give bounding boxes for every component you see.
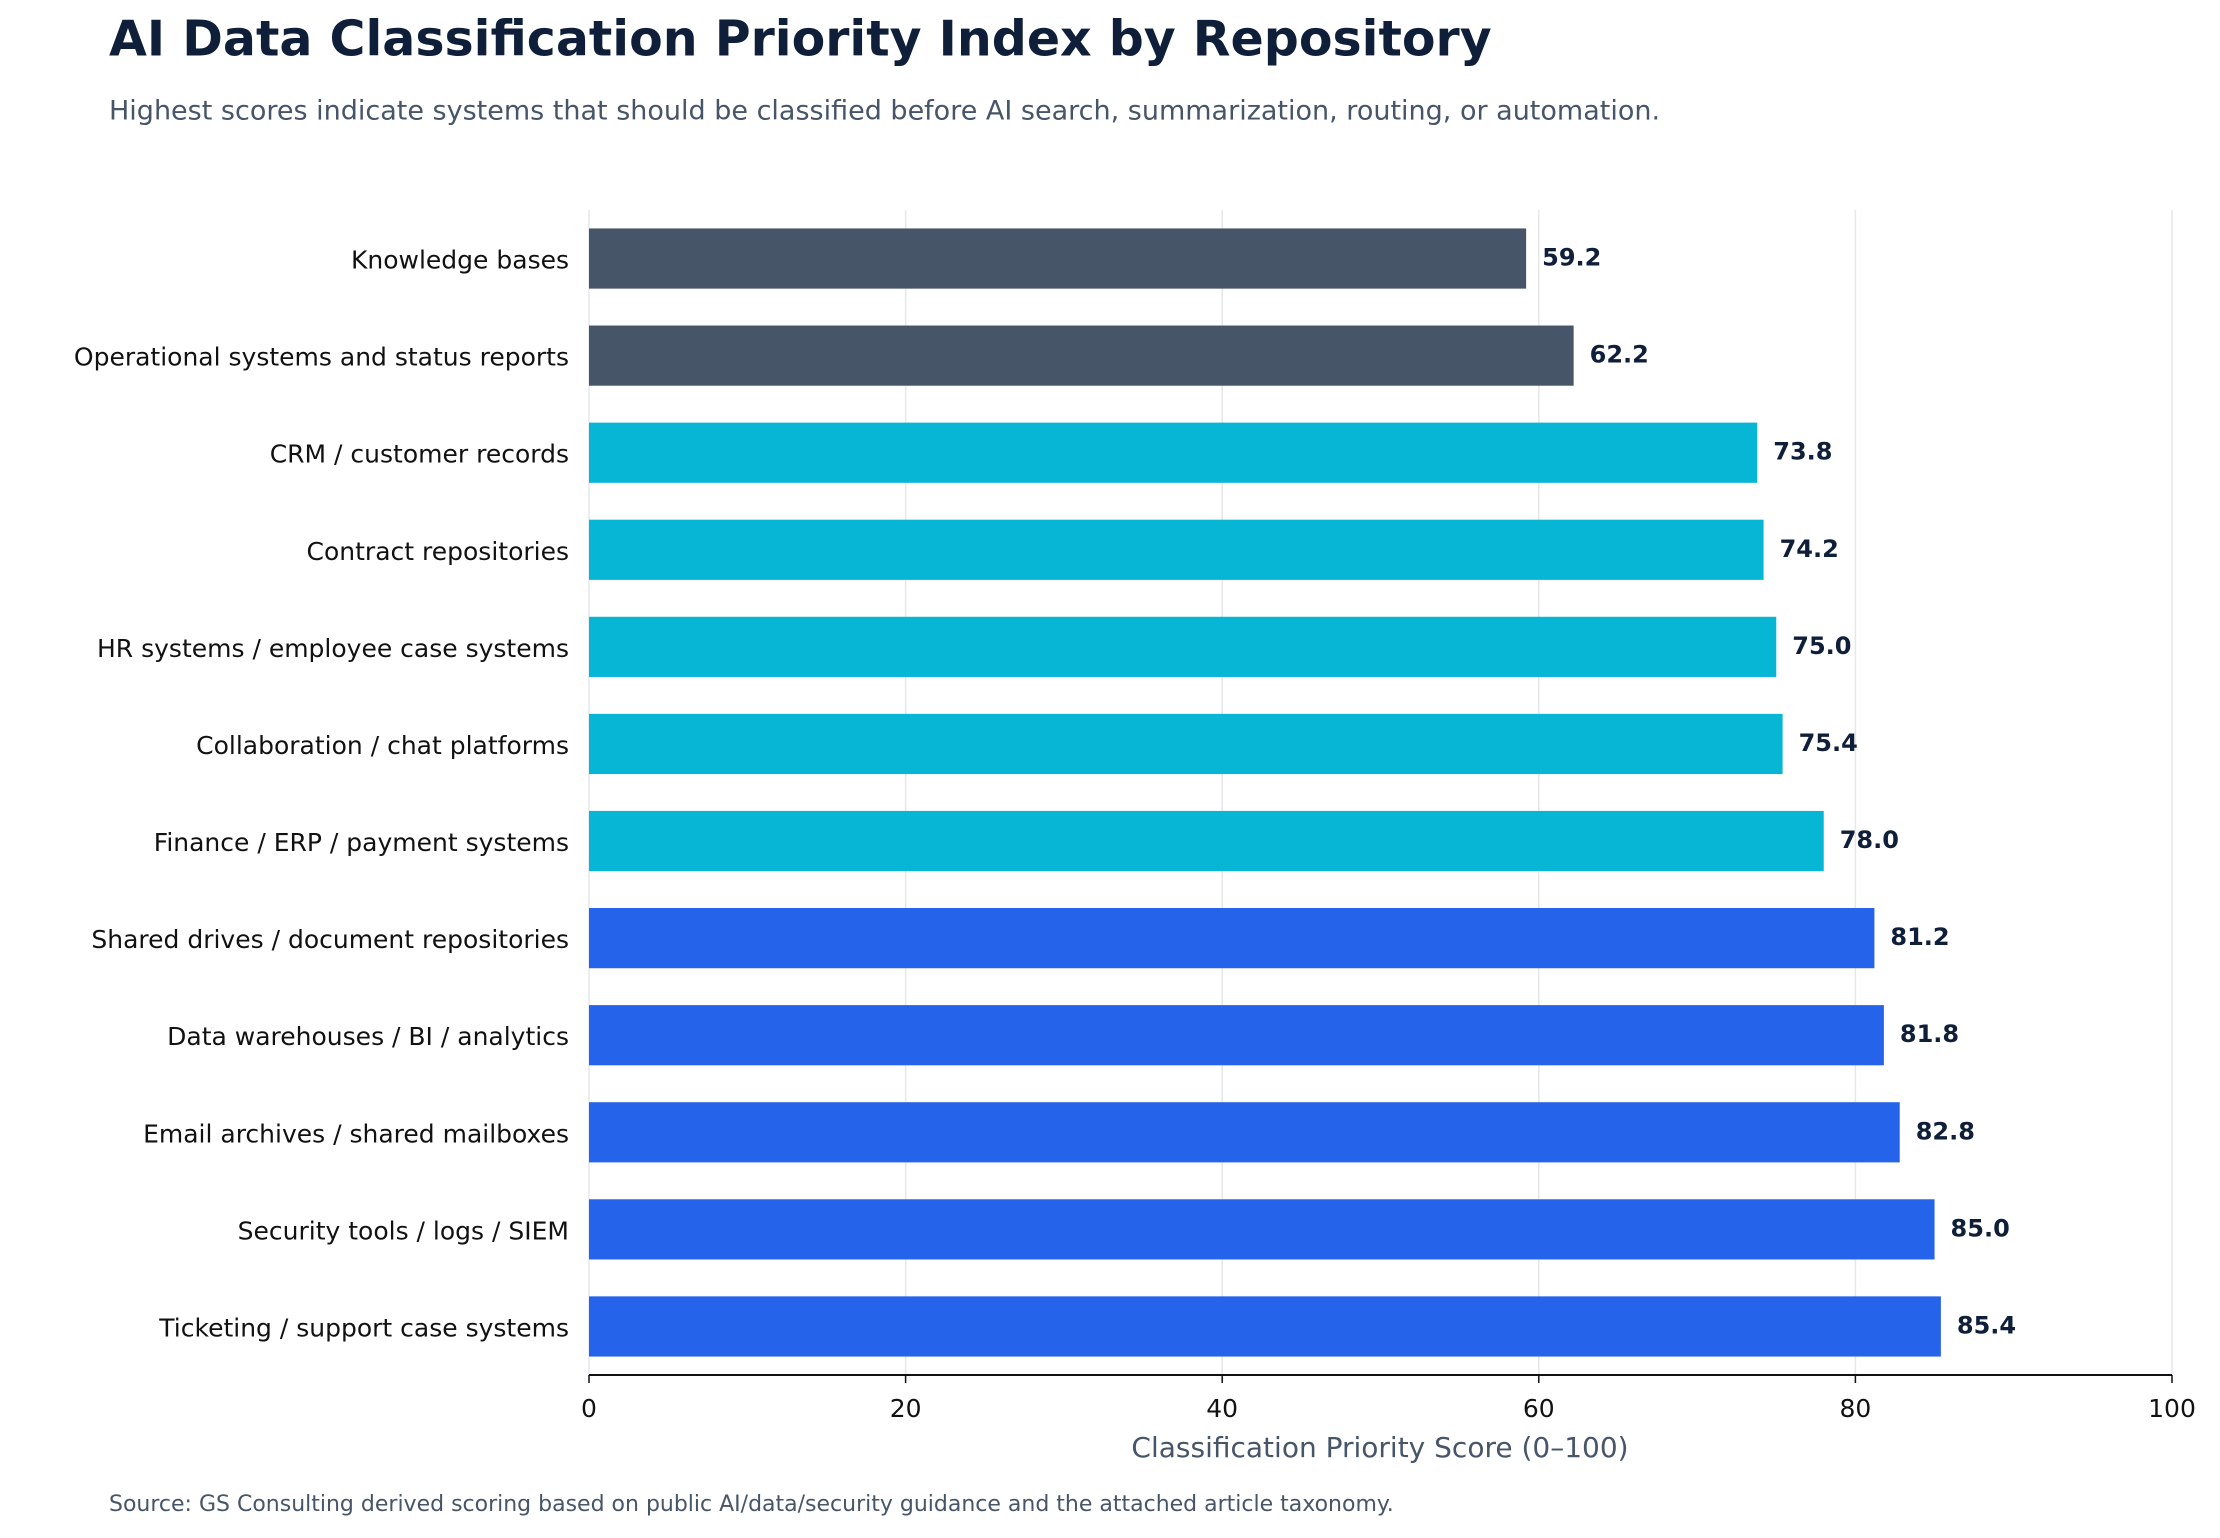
chart-subtitle: Highest scores indicate systems that sho… (109, 96, 1660, 127)
value-label: 85.4 (1957, 1311, 2016, 1339)
bar (589, 1199, 1935, 1260)
y-tick-label: Collaboration / chat platforms (196, 731, 569, 760)
y-tick-label: HR systems / employee case systems (97, 634, 569, 663)
y-tick-label: Contract repositories (307, 537, 569, 566)
y-tick-label: Finance / ERP / payment systems (154, 828, 569, 857)
value-label: 62.2 (1590, 341, 1649, 369)
y-tick-label: Email archives / shared mailboxes (143, 1119, 569, 1148)
chart-title: AI Data Classification Priority Index by… (109, 11, 1492, 68)
value-label: 59.2 (1542, 244, 1601, 272)
x-tick-label: 20 (890, 1394, 922, 1423)
x-tick-label: 80 (1839, 1394, 1871, 1423)
bar (589, 713, 1783, 775)
bar (589, 1005, 1884, 1066)
value-label: 73.8 (1773, 438, 1832, 466)
value-label: 85.0 (1951, 1214, 2010, 1242)
bar (589, 228, 1527, 289)
value-label: 78.0 (1840, 826, 1899, 854)
y-tick-label: Operational systems and status reports (74, 343, 569, 372)
y-tick-label: Knowledge bases (351, 246, 569, 275)
y-tick-label: CRM / customer records (270, 440, 569, 469)
y-tick-label: Ticketing / support case systems (158, 1313, 569, 1342)
x-tick-label: 0 (581, 1394, 597, 1423)
y-tick-label: Security tools / logs / SIEM (238, 1216, 569, 1245)
value-label: 75.0 (1792, 632, 1851, 660)
x-tick-label: 100 (2148, 1394, 2196, 1423)
x-tick-label: 60 (1523, 1394, 1555, 1423)
bar (589, 1102, 1900, 1163)
y-tick-label: Data warehouses / BI / analytics (167, 1022, 569, 1051)
value-label: 81.8 (1900, 1020, 1959, 1048)
value-label: 81.2 (1890, 923, 1949, 951)
bar (589, 810, 1824, 872)
source-note: Source: GS Consulting derived scoring ba… (109, 1492, 1394, 1517)
bar (589, 422, 1758, 483)
bar (589, 1296, 1941, 1357)
x-tick-label: 40 (1206, 1394, 1238, 1423)
x-axis-label: Classification Priority Score (0–100) (1131, 1431, 1628, 1464)
y-tick-label: Shared drives / document repositories (91, 925, 569, 954)
value-label: 74.2 (1780, 535, 1839, 563)
value-label: 75.4 (1799, 729, 1858, 757)
bar (589, 325, 1574, 386)
bar (589, 616, 1777, 677)
value-label: 82.8 (1916, 1117, 1975, 1145)
bar (589, 908, 1875, 969)
bar (589, 519, 1764, 580)
